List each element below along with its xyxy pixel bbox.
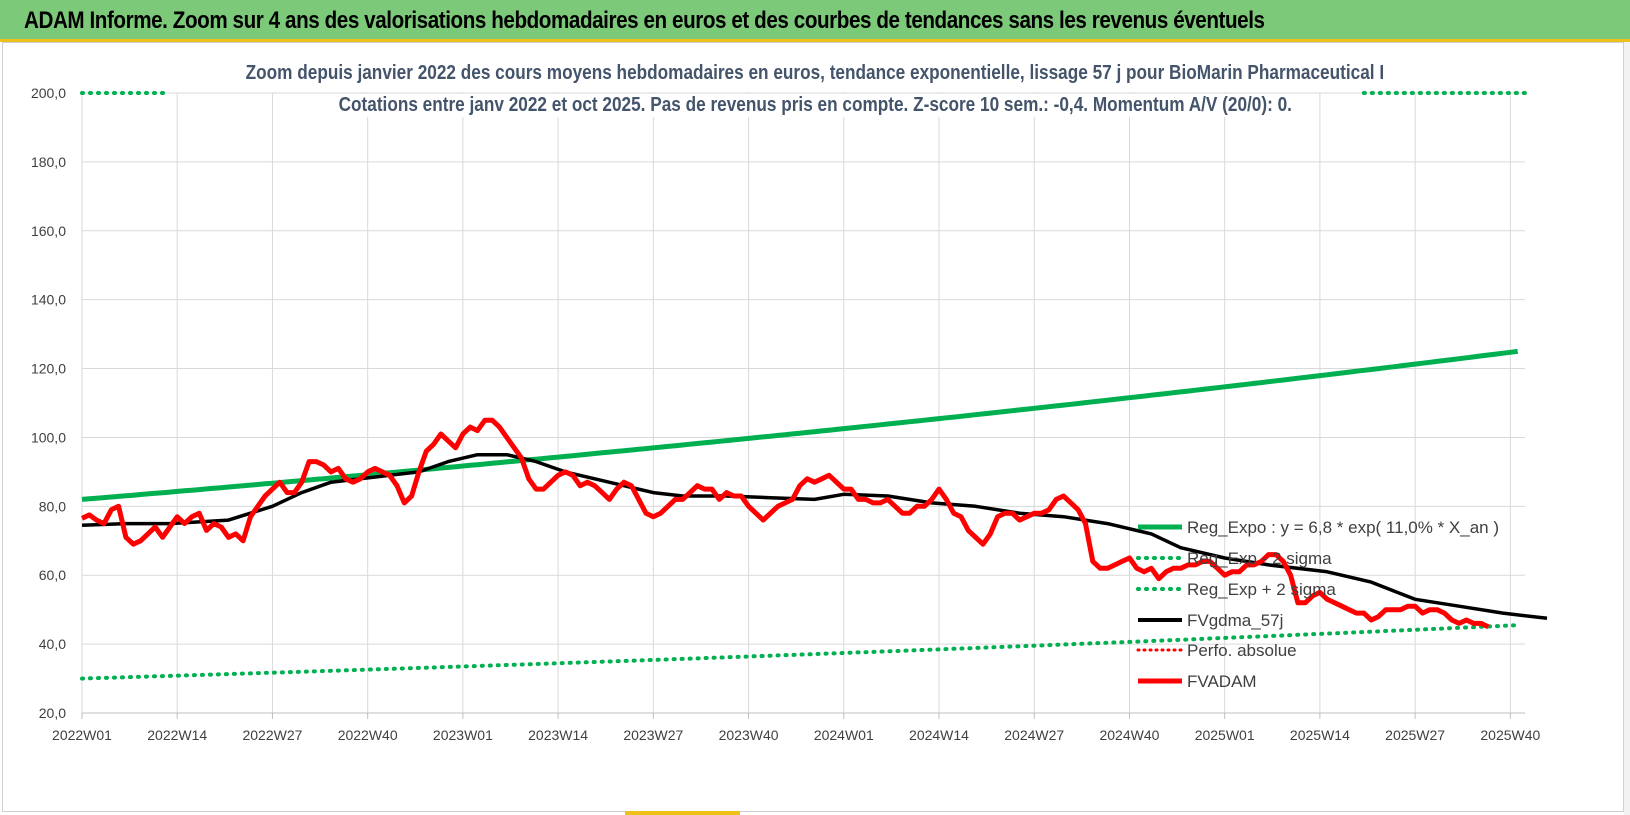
series-reg-expo (81, 348, 1519, 502)
chart-title-line1-text: Zoom depuis janvier 2022 des cours moyen… (240, 62, 1390, 85)
x-tick-label: 2025W27 (1385, 727, 1445, 743)
legend-fvadam-label: FVADAM (1187, 672, 1257, 691)
legend-reg-exp-plus-2-sigma-label: Reg_Exp + 2 sigma (1187, 580, 1336, 599)
x-tick-label: 2023W40 (719, 727, 779, 743)
chart-title-line2-text: Cotations entre janv 2022 et oct 2025. P… (333, 94, 1297, 117)
scrollbar-track (1624, 42, 1630, 815)
x-tick-label: 2022W01 (52, 727, 112, 743)
x-tick-label: 2024W01 (814, 727, 874, 743)
y-tick-label: 40,0 (39, 636, 66, 652)
chart-title-line1: Zoom depuis janvier 2022 des cours moyen… (0, 62, 1630, 85)
x-tick-label: 2023W01 (433, 727, 493, 743)
y-tick-label: 200,0 (31, 85, 66, 101)
x-tick-label: 2022W40 (338, 727, 398, 743)
x-tick-label: 2022W27 (242, 727, 302, 743)
y-tick-label: 120,0 (31, 361, 66, 377)
chart-title-line2: Cotations entre janv 2022 et oct 2025. P… (0, 94, 1630, 117)
y-tick-label: 100,0 (31, 429, 66, 445)
series-reg-exp-minus-2-sigma (80, 623, 1520, 681)
report-title: ADAM Informe. Zoom sur 4 ans des valoris… (24, 7, 1265, 34)
legend-reg-exp-minus-2-sigma-label: Reg_Exp - 2 sigma (1187, 549, 1332, 568)
y-tick-label: 60,0 (39, 567, 66, 583)
y-tick-label: 160,0 (31, 223, 66, 239)
y-tick-label: 140,0 (31, 292, 66, 308)
y-tick-label: 80,0 (39, 498, 66, 514)
x-tick-label: 2024W40 (1099, 727, 1159, 743)
x-tick-label: 2023W27 (623, 727, 683, 743)
x-tick-label: 2024W14 (909, 727, 969, 743)
y-tick-label: 20,0 (39, 705, 66, 721)
chart-frame (2, 42, 1624, 812)
x-tick-label: 2025W14 (1290, 727, 1350, 743)
sheet-tab-indicator (625, 811, 740, 815)
legend-reg-expo-label: Reg_Expo : y = 6,8 * exp( 11,0% * X_an ) (1187, 518, 1499, 537)
x-tick-label: 2025W40 (1480, 727, 1540, 743)
x-tick-label: 2023W14 (528, 727, 588, 743)
x-tick-label: 2022W14 (147, 727, 207, 743)
legend-perfo-absolue-label: Perfo. absolue (1187, 641, 1297, 660)
series-fvadam (80, 417, 1490, 630)
legend-fvgdma-57j-label: FVgdma_57j (1187, 611, 1283, 630)
report-header: ADAM Informe. Zoom sur 4 ans des valoris… (0, 0, 1630, 42)
y-tick-label: 180,0 (31, 154, 66, 170)
x-tick-label: 2025W01 (1195, 727, 1255, 743)
x-tick-label: 2024W27 (1004, 727, 1064, 743)
